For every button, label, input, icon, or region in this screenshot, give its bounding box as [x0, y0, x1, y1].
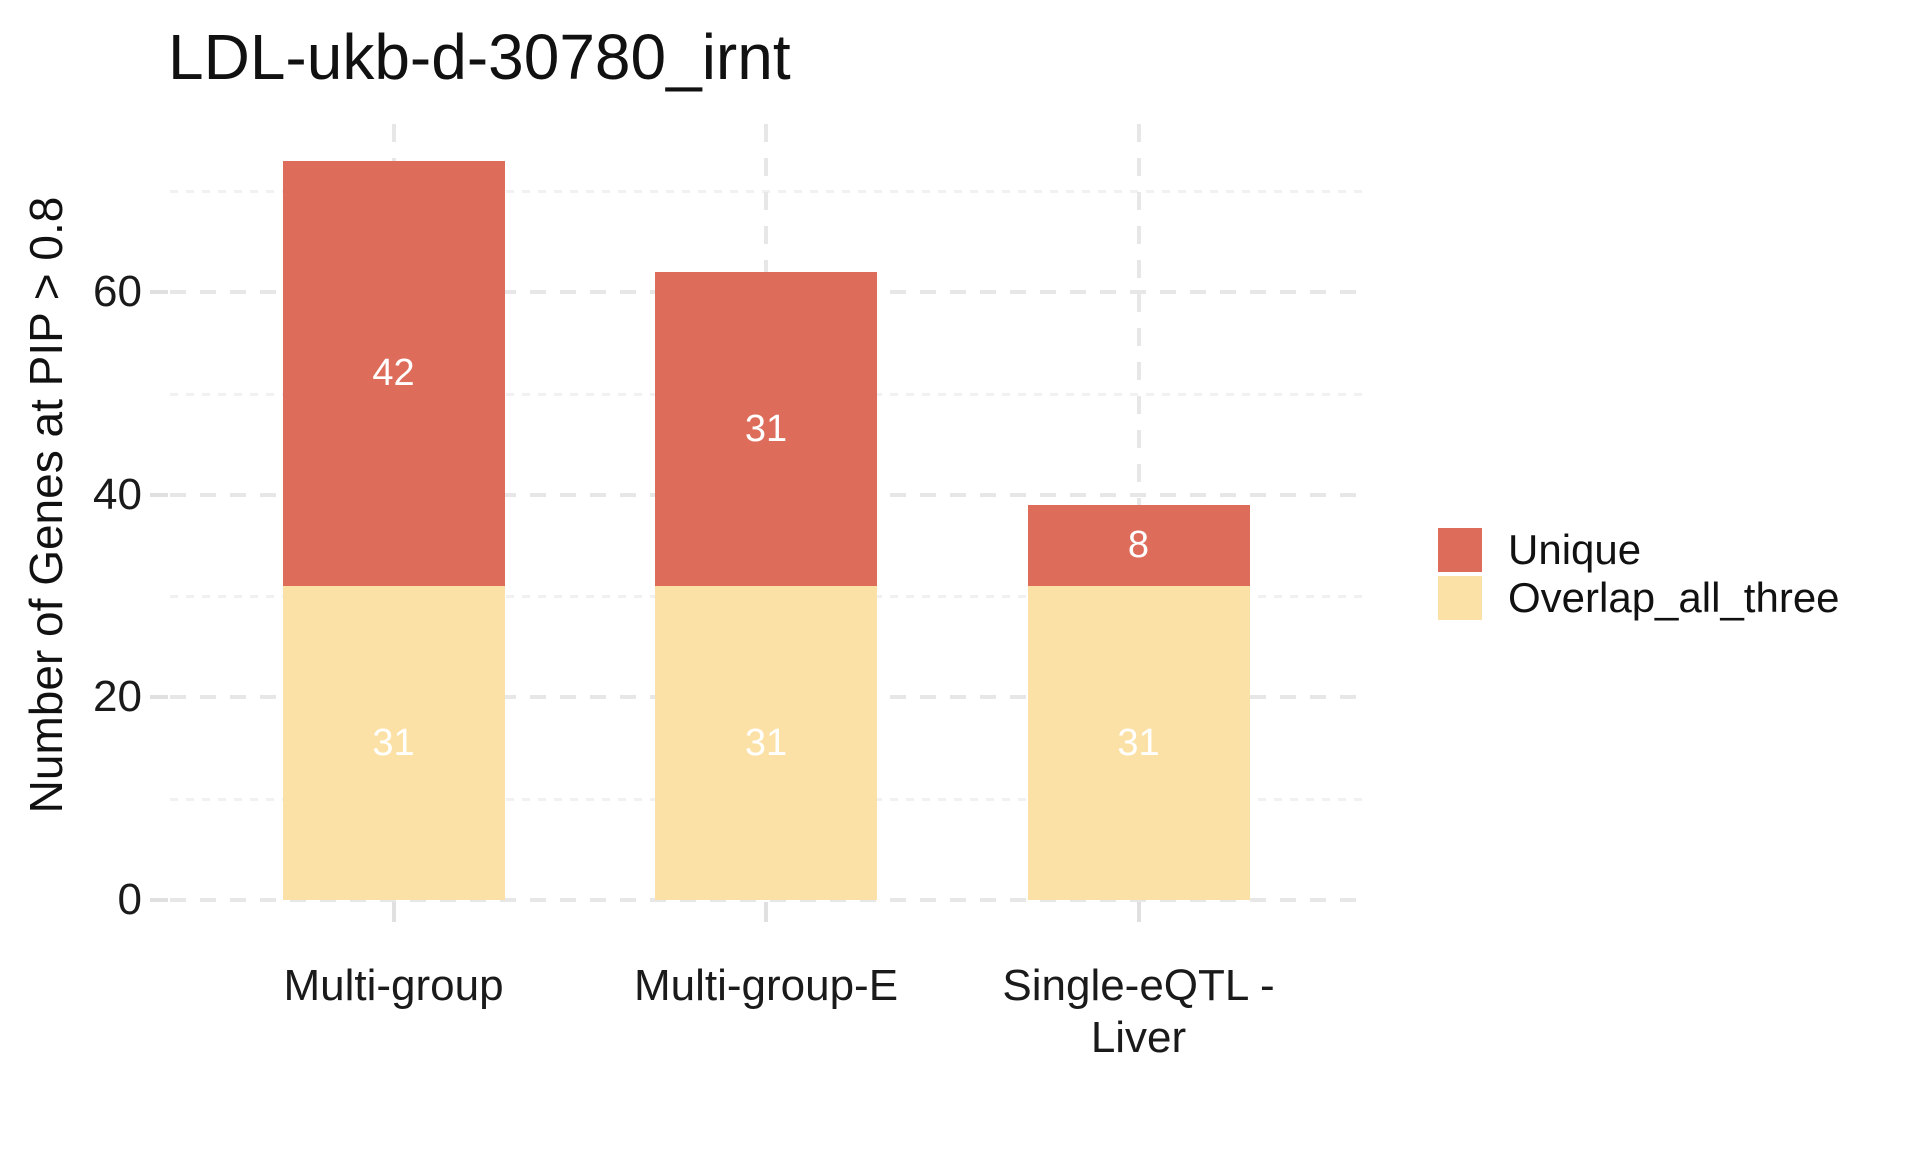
bar-value-label: 8: [1127, 524, 1150, 567]
legend-item-unique: Unique: [1438, 527, 1840, 573]
x-category-label: Multi-group: [283, 961, 504, 1010]
x-axis-tick: [764, 902, 768, 922]
y-axis-tick: [150, 492, 168, 497]
bar-value-label: 31: [372, 721, 415, 764]
y-tick-label: 60: [93, 267, 142, 317]
bar-value-label: 42: [372, 352, 415, 395]
y-tick-label: 0: [117, 875, 142, 924]
bar-segment-unique: [655, 271, 877, 586]
bar-segment-overlap_all_three: [282, 585, 505, 900]
legend: Unique Overlap_all_three: [1438, 527, 1840, 623]
x-axis-tick: [391, 902, 396, 922]
y-tick-label: 40: [93, 469, 142, 519]
legend-item-overlap: Overlap_all_three: [1438, 575, 1840, 621]
chart-title: LDL-ukb-d-30780_irnt: [168, 21, 791, 93]
x-category-label: Single-eQTL - Liver: [1002, 961, 1275, 1062]
y-axis-tick: [150, 695, 168, 700]
x-axis-tick: [1136, 902, 1141, 922]
gridline-major: [170, 898, 1362, 902]
legend-label-unique: Unique: [1508, 526, 1642, 573]
legend-label-overlap: Overlap_all_three: [1508, 574, 1840, 621]
legend-key-overlap-swatch: [1438, 576, 1482, 620]
bar-segment-unique: [1027, 504, 1250, 586]
y-tick-label: 20: [93, 672, 142, 722]
bar-value-label: 31: [744, 407, 788, 450]
bar-segment-unique: [282, 160, 505, 586]
legend-key-unique-swatch: [1438, 528, 1482, 572]
x-category-label: Multi-group-E: [633, 961, 899, 1010]
bar-value-label: 31: [744, 721, 788, 764]
y-axis-tick: [150, 290, 168, 295]
bar-value-label: 31: [1117, 721, 1160, 764]
y-axis-tick: [150, 898, 168, 902]
bar-segment-overlap_all_three: [655, 585, 877, 900]
bar-segment-overlap_all_three: [1027, 585, 1250, 900]
